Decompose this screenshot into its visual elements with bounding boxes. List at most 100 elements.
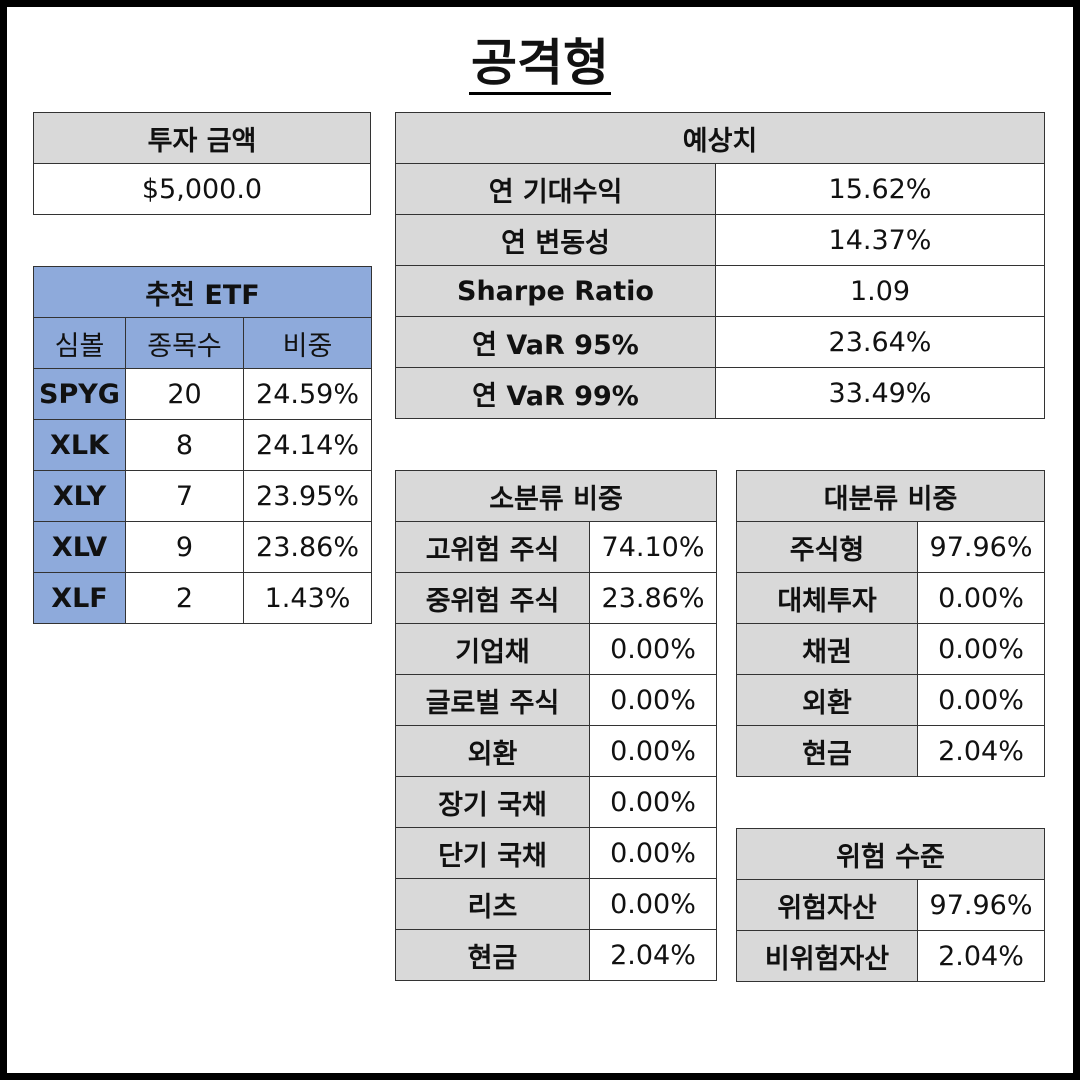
- sub-category-label: 장기 국채: [395, 776, 590, 828]
- risk-level-label: 비위험자산: [736, 930, 918, 982]
- sub-category-value: 0.00%: [588, 674, 718, 726]
- etf-weight: 23.95%: [242, 470, 373, 522]
- etf-col-weight: 비중: [242, 317, 373, 369]
- main-category-label: 대체투자: [736, 572, 918, 624]
- etf-weight: 24.59%: [242, 368, 373, 420]
- table-row: 연 변동성 14.37%: [395, 214, 1045, 266]
- etf-weight: 1.43%: [242, 572, 373, 624]
- etf-weight: 24.14%: [242, 419, 373, 471]
- sub-category-value: 74.10%: [588, 521, 718, 573]
- main-category-label: 채권: [736, 623, 918, 675]
- etf-count: 9: [125, 521, 244, 573]
- table-row: SPYG 20 24.59%: [33, 368, 373, 420]
- etf-symbol: XLK: [33, 419, 126, 471]
- table-row: 현금 2.04%: [395, 929, 718, 981]
- forecast-header: 예상치: [395, 112, 1045, 164]
- table-row: 고위험 주식 74.10%: [395, 521, 718, 573]
- main-category-value: 0.00%: [916, 674, 1046, 726]
- sub-category-value: 2.04%: [588, 929, 718, 981]
- main-category-value: 0.00%: [916, 623, 1046, 675]
- sub-category-value: 0.00%: [588, 623, 718, 675]
- etf-count: 2: [125, 572, 244, 624]
- main-category-header: 대분류 비중: [735, 470, 1046, 522]
- table-row: 중위험 주식 23.86%: [395, 572, 718, 624]
- etf-count: 7: [125, 470, 244, 522]
- sub-category-label: 기업채: [395, 623, 590, 675]
- sub-category-label: 외환: [395, 725, 590, 777]
- etf-symbol: XLF: [33, 572, 126, 624]
- etf-symbol: SPYG: [33, 368, 126, 420]
- table-row: 외환 0.00%: [736, 674, 1046, 726]
- etf-col-symbol: 심볼: [33, 317, 126, 369]
- risk-level-table: 위험 수준 위험자산 97.96% 비위험자산 2.04%: [735, 828, 1046, 982]
- forecast-value: 23.64%: [715, 316, 1045, 368]
- main-category-value: 2.04%: [916, 725, 1046, 777]
- sub-category-table: 소분류 비중 고위험 주식 74.10% 중위험 주식 23.86% 기업채 0.00…: [394, 470, 718, 981]
- sub-category-label: 고위험 주식: [395, 521, 590, 573]
- etf-weight: 23.86%: [242, 521, 373, 573]
- table-row: 현금 2.04%: [736, 725, 1046, 777]
- etf-table: 추천 ETF 심볼 종목수 비중 SPYG 20 24.59% XLK 8 24…: [32, 266, 373, 624]
- main-category-table: 대분류 비중 주식형 97.96% 대체투자 0.00% 채권 0.00% 외환 0.0…: [735, 470, 1046, 777]
- etf-header: 추천 ETF: [32, 266, 373, 318]
- main-category-label: 외환: [736, 674, 918, 726]
- sub-category-label: 현금: [395, 929, 590, 981]
- etf-count: 8: [125, 419, 244, 471]
- main-category-label: 주식형: [736, 521, 918, 573]
- sub-category-value: 23.86%: [588, 572, 718, 624]
- forecast-label: 연 VaR 99%: [395, 367, 716, 419]
- table-row: 연 VaR 99% 33.49%: [395, 367, 1045, 419]
- risk-level-label: 위험자산: [736, 879, 918, 931]
- main-category-value: 97.96%: [916, 521, 1046, 573]
- table-row: XLF 2 1.43%: [33, 572, 373, 624]
- etf-symbol: XLY: [33, 470, 126, 522]
- sub-category-label: 글로벌 주식: [395, 674, 590, 726]
- forecast-label: 연 변동성: [395, 214, 716, 266]
- table-row: XLY 7 23.95%: [33, 470, 373, 522]
- table-row: 단기 국채 0.00%: [395, 827, 718, 879]
- table-row: Sharpe Ratio 1.09: [395, 265, 1045, 317]
- forecast-value: 1.09: [715, 265, 1045, 317]
- table-row: XLK 8 24.14%: [33, 419, 373, 471]
- etf-count: 20: [125, 368, 244, 420]
- main-category-label: 현금: [736, 725, 918, 777]
- table-row: 비위험자산 2.04%: [736, 930, 1046, 982]
- table-row: 연 기대수익 15.62%: [395, 163, 1045, 215]
- table-row: 리츠 0.00%: [395, 878, 718, 930]
- etf-col-count: 종목수: [125, 317, 244, 369]
- investment-amount: $5,000.0: [33, 163, 371, 215]
- forecast-table: 예상치 연 기대수익 15.62% 연 변동성 14.37% Sharpe Ra…: [395, 112, 1045, 419]
- sub-category-value: 0.00%: [588, 725, 718, 777]
- forecast-value: 14.37%: [715, 214, 1045, 266]
- table-row: 대체투자 0.00%: [736, 572, 1046, 624]
- sub-category-value: 0.00%: [588, 776, 718, 828]
- sub-category-label: 리츠: [395, 878, 590, 930]
- forecast-label: 연 VaR 95%: [395, 316, 716, 368]
- table-row: 외환 0.00%: [395, 725, 718, 777]
- sub-category-label: 단기 국채: [395, 827, 590, 879]
- forecast-value: 33.49%: [715, 367, 1045, 419]
- table-row: 위험자산 97.96%: [736, 879, 1046, 931]
- table-row: 글로벌 주식 0.00%: [395, 674, 718, 726]
- table-row: 주식형 97.96%: [736, 521, 1046, 573]
- risk-level-value: 2.04%: [916, 930, 1046, 982]
- investment-header: 투자 금액: [33, 112, 371, 164]
- table-row: 채권 0.00%: [736, 623, 1046, 675]
- sub-category-value: 0.00%: [588, 878, 718, 930]
- sub-category-value: 0.00%: [588, 827, 718, 879]
- table-row: 장기 국채 0.00%: [395, 776, 718, 828]
- investment-table: 투자 금액 $5,000.0: [33, 112, 371, 215]
- risk-level-value: 97.96%: [916, 879, 1046, 931]
- etf-symbol: XLV: [33, 521, 126, 573]
- page-title-text: 공격형: [469, 34, 611, 95]
- table-row: 연 VaR 95% 23.64%: [395, 316, 1045, 368]
- forecast-label: 연 기대수익: [395, 163, 716, 215]
- main-category-value: 0.00%: [916, 572, 1046, 624]
- forecast-value: 15.62%: [715, 163, 1045, 215]
- table-row: XLV 9 23.86%: [33, 521, 373, 573]
- sub-category-label: 중위험 주식: [395, 572, 590, 624]
- risk-level-header: 위험 수준: [735, 828, 1046, 880]
- forecast-label: Sharpe Ratio: [395, 265, 716, 317]
- sub-category-header: 소분류 비중: [394, 470, 718, 522]
- table-row: 기업채 0.00%: [395, 623, 718, 675]
